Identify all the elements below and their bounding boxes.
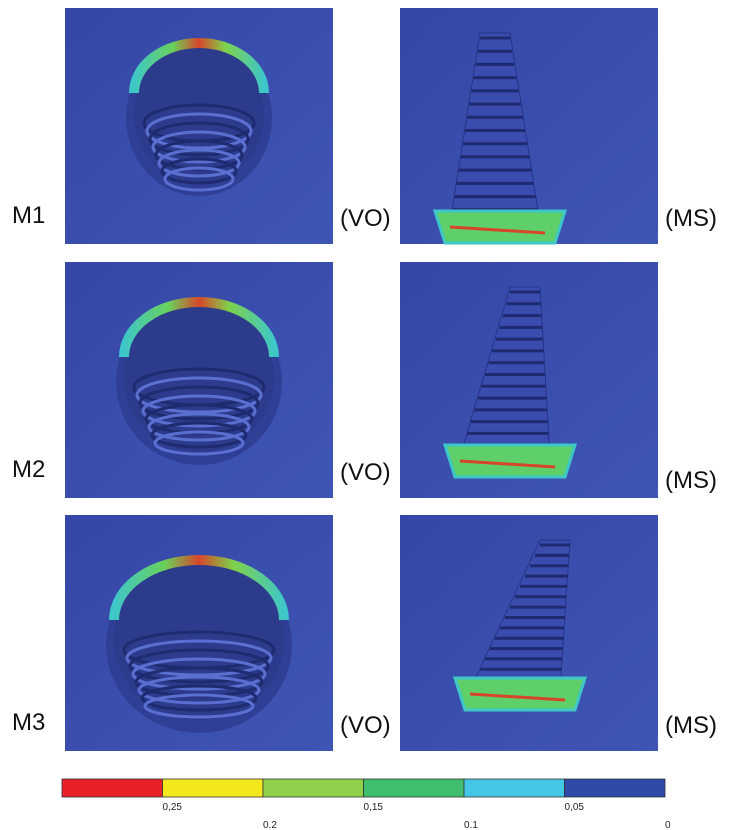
view-label: (MS) (665, 712, 717, 739)
colorbar-segment (364, 779, 465, 797)
view-label: (VO) (340, 459, 391, 486)
colorbar: 0,25 0.2 0,15 0.1 0,05 0 (62, 779, 671, 830)
colorbar-label: 0,05 (565, 802, 585, 813)
model-label: M2 (12, 456, 45, 483)
colorbar-label: 0,25 (163, 802, 183, 813)
model-label: M3 (12, 709, 45, 736)
colorbar-label: 0.2 (263, 820, 277, 830)
panels: M1 (VO) (MS) M2 (VO) (MS) M3 (VO) (MS) (12, 8, 717, 751)
colorbar-segment (565, 779, 666, 797)
colorbar-segment (62, 779, 163, 797)
colorbar-label: 0.1 (464, 820, 478, 830)
colorbar-label: 0,15 (364, 802, 384, 813)
view-label: (VO) (340, 205, 391, 232)
view-label: (MS) (665, 467, 717, 494)
figure: M1(VO)(MS)M2(VO)(MS)M3(VO)(MS) 0,250.20,… (0, 0, 738, 830)
colorbar-label: 0 (665, 820, 671, 830)
model-label: M1 (12, 202, 45, 229)
view-label: (MS) (665, 205, 717, 232)
view-label: (VO) (340, 712, 391, 739)
colorbar-segment (263, 779, 364, 797)
colorbar-segment (464, 779, 565, 797)
colorbar-segment (163, 779, 264, 797)
